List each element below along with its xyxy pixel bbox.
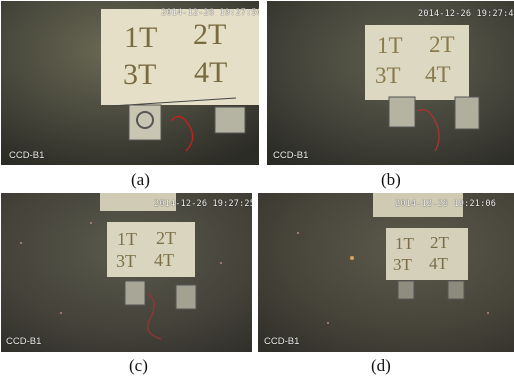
photo-panel-d: 1T 2T 3T 4T 2014-12-26 19:21:06 CCD-B1 (258, 193, 514, 352)
sensor-box (447, 280, 465, 300)
caption-b: (b) (381, 170, 401, 189)
sign-board (365, 25, 469, 100)
sign-label-3: 3T (393, 255, 412, 274)
sign-label-1: 1T (117, 229, 137, 249)
caption-d: (d) (371, 356, 391, 375)
photo-panel-c: 1T 2T 3T 4T 2014-12-26 19:27:25 CCD-B1 (1, 193, 252, 352)
camera-label: CCD-B1 (6, 336, 42, 347)
camera-label: CCD-B1 (273, 150, 309, 161)
sign-board (101, 9, 259, 105)
underwater-scene-c (1, 193, 252, 352)
underwater-scene-d (258, 193, 514, 352)
caption-a: (a) (131, 170, 150, 189)
camera-label: CCD-B1 (9, 150, 45, 161)
underwater-scene-b (267, 1, 514, 165)
sign-label-1: 1T (377, 33, 403, 58)
camera-label: CCD-B1 (264, 336, 300, 347)
photo-panel-b: 1T 2T 3T 4T 2014-12-26 19:27:40 CCD-B1 (267, 1, 514, 165)
sign-label-2: 2T (430, 233, 449, 252)
sign-label-3: 3T (123, 58, 157, 91)
timestamp: 2014-12-26 19:27:40 (418, 9, 514, 19)
sign-label-4: 4T (154, 250, 174, 270)
sign-label-3: 3T (116, 251, 136, 271)
sign-label-2: 2T (193, 18, 227, 51)
sign-label-1: 1T (395, 234, 414, 253)
sensor-box (214, 106, 246, 134)
sensor-box (454, 96, 480, 130)
sign-label-4: 4T (429, 254, 448, 273)
sign-board (107, 222, 195, 277)
sensor-box (128, 104, 162, 141)
photo-panel-a: 1T 2T 3T 4T 2014-12-26 19:27:50 CCD-B1 (1, 1, 259, 165)
sign-label-3: 3T (375, 63, 401, 88)
sign-label-4: 4T (194, 56, 228, 89)
underwater-scene-a (1, 1, 259, 165)
caption-c: (c) (129, 356, 148, 375)
timestamp: 2014-12-26 19:21:06 (395, 199, 497, 209)
sign-board (386, 228, 468, 280)
sign-label-2: 2T (156, 228, 176, 248)
sign-label-4: 4T (425, 62, 451, 87)
sensor-box (388, 96, 416, 128)
timestamp: 2014-12-26 19:27:50 (161, 8, 259, 18)
sensor-box (124, 280, 146, 306)
sensor-box (397, 280, 415, 300)
timestamp: 2014-12-26 19:27:25 (154, 199, 252, 209)
sign-label-1: 1T (124, 21, 158, 54)
sign-label-2: 2T (429, 32, 455, 57)
sensor-box (175, 284, 197, 310)
